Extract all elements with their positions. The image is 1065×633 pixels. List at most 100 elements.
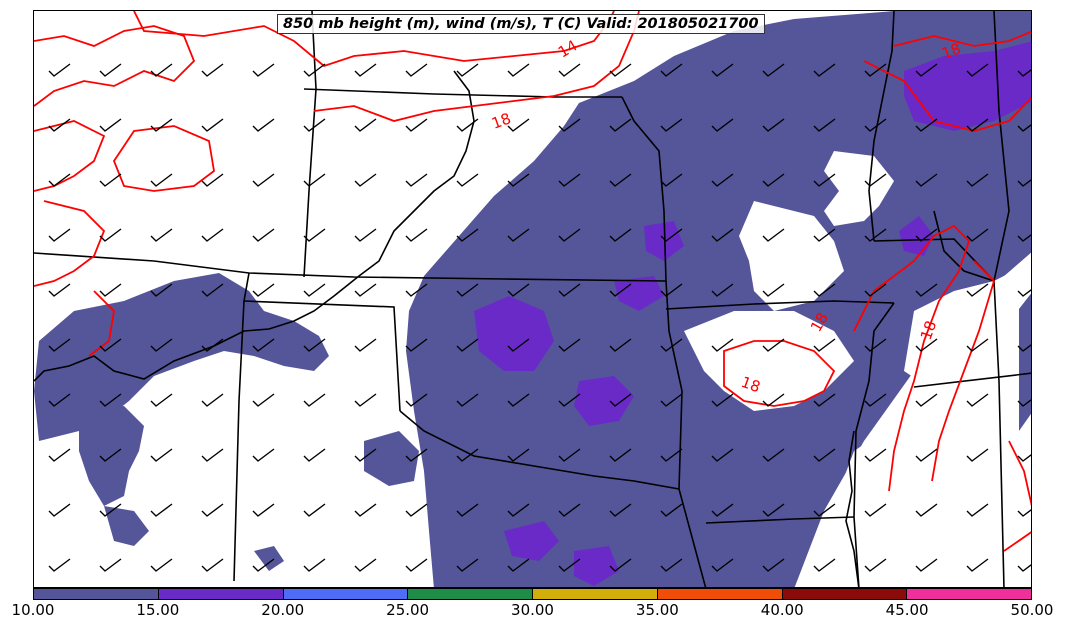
wind-barb bbox=[354, 393, 377, 407]
wind-barb bbox=[762, 63, 785, 77]
wind-barb bbox=[864, 448, 887, 462]
wind-barb bbox=[150, 558, 173, 572]
wind-barb bbox=[558, 63, 581, 77]
wind-barb bbox=[1017, 454, 1031, 462]
wind-barb bbox=[252, 338, 275, 352]
wind-barb bbox=[813, 393, 836, 407]
wind-barb bbox=[660, 503, 683, 517]
river-boundary bbox=[34, 70, 860, 587]
wind-barb bbox=[711, 393, 734, 407]
wind-barb bbox=[762, 118, 785, 132]
wind-barb bbox=[99, 393, 122, 407]
wind-barb bbox=[405, 338, 428, 352]
wind-barb bbox=[864, 283, 887, 297]
wind-barb bbox=[405, 448, 428, 462]
wind-barb bbox=[711, 63, 734, 77]
wind-barb bbox=[558, 283, 581, 297]
wind-barb bbox=[405, 503, 428, 517]
wind-barb bbox=[558, 228, 581, 242]
wind-barb bbox=[252, 228, 275, 242]
wind-barb bbox=[150, 63, 173, 77]
colorbar-segment bbox=[408, 589, 533, 599]
colorbar-segment bbox=[657, 589, 783, 599]
wind-barb bbox=[1017, 289, 1031, 297]
wind-barb bbox=[99, 283, 122, 297]
wind-barb bbox=[558, 448, 581, 462]
wind-barb bbox=[1017, 124, 1031, 132]
wind-speed-gaps bbox=[684, 151, 1031, 587]
wind-barb bbox=[660, 118, 683, 132]
wind-barb bbox=[354, 448, 377, 462]
wind-barb bbox=[48, 283, 71, 297]
isotherm-label: 18 bbox=[739, 373, 763, 396]
wind-barb bbox=[762, 283, 785, 297]
isotherm-label: 18 bbox=[917, 318, 940, 342]
wind-barb bbox=[507, 503, 530, 517]
wind-barb bbox=[303, 228, 326, 242]
isotherm-label: 18 bbox=[489, 109, 513, 132]
wind-barb bbox=[660, 228, 683, 242]
wind-barb bbox=[456, 118, 479, 132]
wind-barb bbox=[915, 448, 938, 462]
wind-barb bbox=[99, 503, 122, 517]
wind-barb bbox=[48, 448, 71, 462]
wind-barb bbox=[252, 173, 275, 187]
wind-barb bbox=[456, 173, 479, 187]
wind-barb bbox=[966, 393, 989, 407]
wind-barb bbox=[966, 173, 989, 187]
wind-barb bbox=[252, 503, 275, 517]
wind-barb bbox=[456, 228, 479, 242]
map-panel: 14 18 18 18 18 18 bbox=[33, 10, 1032, 588]
colorbar-segment bbox=[533, 589, 658, 599]
wind-barb bbox=[507, 63, 530, 77]
wind-barb bbox=[456, 63, 479, 77]
colorbar-labels: 10.00 15.00 20.00 25.00 30.00 35.00 40.00 45.00… bbox=[0, 601, 1065, 625]
wind-barb bbox=[99, 228, 122, 242]
wind-barb bbox=[711, 338, 734, 352]
wind-barb bbox=[303, 503, 326, 517]
wind-barb bbox=[609, 448, 632, 462]
wind-barb bbox=[915, 558, 938, 572]
colorbar-segment bbox=[283, 589, 409, 599]
wind-barb bbox=[711, 228, 734, 242]
wind-barb bbox=[99, 118, 122, 132]
wind-barb bbox=[456, 338, 479, 352]
wind-barb bbox=[252, 118, 275, 132]
state-boundaries bbox=[34, 11, 1031, 587]
colorbar-tick-label: 35.00 bbox=[635, 601, 679, 619]
wind-barb bbox=[762, 173, 785, 187]
wind-barb bbox=[405, 173, 428, 187]
wind-barbs bbox=[48, 63, 1031, 572]
wind-barb bbox=[1017, 69, 1031, 77]
wind-barb bbox=[915, 503, 938, 517]
wind-barb bbox=[354, 118, 377, 132]
wind-barb bbox=[762, 228, 785, 242]
wind-barb bbox=[48, 558, 71, 572]
wind-barb bbox=[558, 393, 581, 407]
wind-barb bbox=[609, 173, 632, 187]
wind-barb bbox=[201, 118, 224, 132]
wind-barb bbox=[456, 448, 479, 462]
wind-barb bbox=[303, 173, 326, 187]
wind-barb bbox=[507, 228, 530, 242]
wind-barb bbox=[609, 338, 632, 352]
wind-barb bbox=[354, 173, 377, 187]
wind-barb bbox=[150, 228, 173, 242]
wind-barb bbox=[558, 173, 581, 187]
wind-barb bbox=[1017, 399, 1031, 407]
wind-barb bbox=[813, 228, 836, 242]
wind-barb bbox=[558, 558, 581, 572]
wind-barb bbox=[813, 503, 836, 517]
wind-barb bbox=[609, 228, 632, 242]
wind-barb bbox=[609, 63, 632, 77]
wind-barb bbox=[507, 558, 530, 572]
map-title: 850 mb height (m), wind (m/s), T (C) Val… bbox=[277, 14, 765, 34]
wind-barb bbox=[966, 63, 989, 77]
wind-barb bbox=[252, 283, 275, 297]
wind-barb bbox=[48, 228, 71, 242]
wind-barb bbox=[405, 118, 428, 132]
wind-barb bbox=[813, 338, 836, 352]
wind-barb bbox=[354, 283, 377, 297]
colorbar-tick-label: 45.00 bbox=[885, 601, 929, 619]
wind-barb bbox=[456, 558, 479, 572]
